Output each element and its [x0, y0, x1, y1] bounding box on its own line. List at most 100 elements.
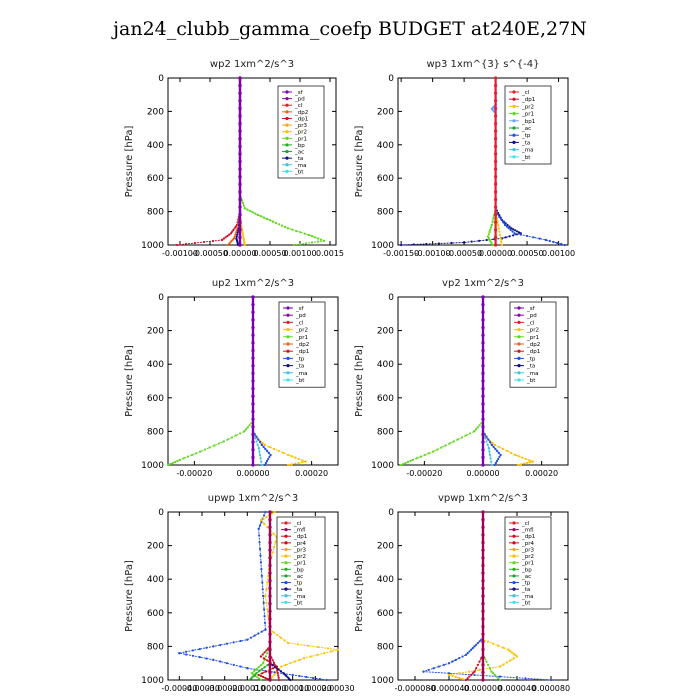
series-marker — [253, 634, 256, 637]
x-tick-label: 0.000080 — [532, 684, 570, 693]
series-marker — [258, 450, 261, 453]
series-line — [257, 512, 278, 681]
series-marker — [251, 371, 255, 375]
series-marker — [226, 438, 229, 441]
legend-label: _ta — [521, 140, 530, 146]
series-marker — [531, 460, 534, 463]
series-marker — [493, 121, 498, 126]
series-marker — [301, 459, 304, 462]
series-marker — [464, 434, 468, 437]
series-marker — [274, 221, 278, 225]
x-tick-label: -0.00020 — [176, 469, 212, 478]
series-marker — [222, 440, 225, 443]
series-marker — [493, 463, 496, 467]
series-marker — [330, 650, 333, 653]
x-tick-label: 0.000000 — [464, 684, 502, 693]
series-marker — [238, 114, 242, 118]
legend-label: _ma — [521, 594, 533, 600]
series-marker — [242, 235, 245, 238]
series-marker — [488, 238, 491, 242]
series-marker — [470, 648, 473, 651]
legend-label: _pr4 — [293, 541, 307, 547]
series-marker — [456, 438, 459, 441]
series-marker — [248, 678, 251, 682]
legend-label: _pr1 — [294, 136, 307, 142]
series-marker — [263, 615, 266, 618]
series-marker — [508, 225, 511, 228]
series-marker — [219, 643, 222, 647]
series-marker — [481, 525, 485, 529]
series-marker — [249, 677, 253, 680]
series-line — [167, 297, 254, 466]
series-marker — [287, 463, 290, 467]
series-marker — [548, 239, 551, 243]
series-marker — [481, 440, 485, 444]
x-tick-label: -0.00030 — [184, 684, 220, 693]
series-marker — [265, 459, 269, 463]
legend-label: _pr2 — [295, 328, 308, 334]
series-marker — [258, 524, 262, 527]
series-marker — [481, 409, 485, 414]
series-marker — [238, 213, 242, 217]
series-marker — [481, 563, 485, 568]
series-marker — [263, 651, 266, 654]
series-marker — [263, 666, 266, 669]
series-marker — [316, 645, 320, 649]
legend-marker — [512, 587, 516, 591]
series-marker — [487, 663, 490, 666]
legend-label: _pr1 — [521, 561, 534, 567]
legend-label: _dp2 — [294, 110, 308, 116]
legend-label: _ac — [293, 574, 303, 580]
series-marker — [481, 455, 485, 459]
series-marker — [199, 450, 202, 453]
legend-label: _ma — [526, 371, 538, 377]
series-marker — [268, 678, 272, 682]
series-marker — [504, 236, 507, 239]
legend-label: _pr3 — [293, 547, 307, 553]
series-marker — [261, 672, 264, 675]
series-marker — [442, 663, 445, 666]
series-marker — [266, 608, 269, 611]
series-marker — [491, 220, 494, 223]
series-marker — [228, 233, 231, 236]
series-marker — [458, 657, 461, 660]
series-marker — [440, 446, 443, 449]
y-tick-label: 1000 — [371, 241, 394, 251]
series-marker — [481, 318, 485, 322]
series-marker — [519, 233, 522, 236]
legend-marker — [517, 306, 521, 310]
series-marker — [309, 655, 312, 658]
series-marker — [271, 551, 274, 554]
series-marker — [271, 676, 274, 679]
series-marker — [481, 387, 485, 391]
y-tick-label: 400 — [377, 575, 394, 585]
series-marker — [184, 242, 188, 246]
y-tick-label: 1000 — [141, 461, 164, 471]
series-marker — [226, 243, 230, 247]
series-marker — [481, 310, 485, 314]
series-marker — [493, 152, 498, 156]
series-marker — [500, 240, 503, 243]
series-marker — [264, 594, 267, 598]
series-marker — [276, 633, 279, 637]
series-marker — [272, 631, 275, 634]
legend-marker — [512, 140, 516, 144]
series-marker — [497, 677, 500, 680]
series-marker — [243, 243, 246, 247]
legend-marker — [512, 133, 516, 137]
series-marker — [259, 215, 263, 218]
series-marker — [182, 457, 185, 460]
series-marker — [265, 515, 268, 519]
series-marker — [263, 463, 266, 467]
series-marker — [290, 463, 293, 466]
series-marker — [243, 430, 246, 433]
legend-marker — [512, 104, 516, 108]
series-marker — [268, 510, 272, 514]
series-marker — [291, 673, 294, 677]
series-marker — [257, 438, 260, 441]
series-marker — [262, 517, 265, 520]
series-marker — [310, 235, 314, 238]
series-marker — [478, 640, 481, 643]
series-marker — [251, 356, 255, 360]
series-marker — [202, 240, 206, 244]
